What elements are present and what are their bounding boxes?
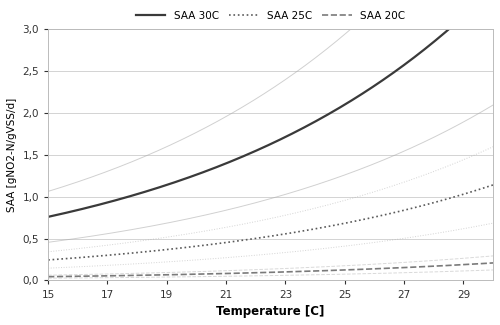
SAA 25C xyxy=(308,227,314,231)
SAA 25C xyxy=(318,226,324,230)
SAA 30C xyxy=(45,215,51,219)
SAA 20C xyxy=(45,275,51,279)
Line: SAA 20C: SAA 20C xyxy=(48,263,493,277)
X-axis label: Temperature [C]: Temperature [C] xyxy=(216,305,325,318)
SAA 25C xyxy=(46,258,52,262)
Y-axis label: SAA [gNO2-N/gVSS/d]: SAA [gNO2-N/gVSS/d] xyxy=(7,98,17,212)
SAA 20C xyxy=(318,269,324,273)
SAA 25C xyxy=(420,203,426,207)
SAA 30C xyxy=(318,117,324,121)
SAA 20C xyxy=(308,269,314,273)
SAA 25C xyxy=(448,196,454,200)
SAA 20C xyxy=(448,263,454,267)
SAA 20C xyxy=(46,275,52,279)
SAA 30C xyxy=(420,48,426,52)
SAA 30C xyxy=(308,122,314,125)
SAA 25C xyxy=(490,183,496,187)
SAA 30C xyxy=(448,25,454,29)
Legend: SAA 30C, SAA 25C, SAA 20C: SAA 30C, SAA 25C, SAA 20C xyxy=(132,7,409,25)
Line: SAA 25C: SAA 25C xyxy=(48,185,493,260)
Line: SAA 30C: SAA 30C xyxy=(48,0,493,217)
SAA 20C xyxy=(420,265,426,269)
SAA 25C xyxy=(45,258,51,262)
SAA 30C xyxy=(46,214,52,218)
SAA 20C xyxy=(310,269,316,273)
SAA 30C xyxy=(310,121,316,125)
SAA 25C xyxy=(310,227,316,231)
SAA 20C xyxy=(490,261,496,265)
